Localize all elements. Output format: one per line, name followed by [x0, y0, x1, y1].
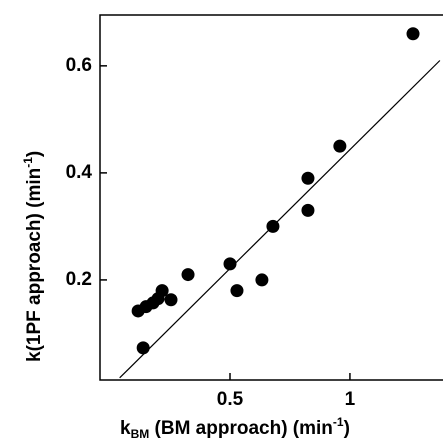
- x-label-sup: -1: [333, 415, 344, 429]
- axes-frame: [99, 14, 443, 381]
- point: [333, 139, 347, 153]
- point: [301, 203, 315, 217]
- point: [301, 171, 315, 185]
- x-label-rest: (BM approach) (min: [149, 418, 333, 439]
- x-label-end: ): [344, 418, 350, 439]
- x-tick-label: 1: [345, 389, 356, 410]
- point: [223, 257, 237, 271]
- fit-line: [119, 60, 441, 379]
- point: [136, 341, 150, 355]
- point: [406, 27, 420, 41]
- point: [255, 273, 269, 287]
- x-tick-label: 0.5: [217, 389, 244, 410]
- y-tick-label: 0.4: [66, 162, 93, 183]
- point: [181, 268, 195, 282]
- point: [155, 284, 169, 298]
- y-axis-label: k(1PF approach) (min-1): [21, 151, 45, 362]
- x-label-main: k: [120, 418, 131, 439]
- y-label-main: k(1PF approach) (min: [24, 168, 45, 362]
- x-label-sub: BM: [131, 427, 150, 441]
- y-label-end: ): [24, 151, 45, 157]
- x-axis-label: kBM (BM approach) (min-1): [120, 415, 350, 441]
- y-label-sup: -1: [21, 157, 35, 168]
- point: [164, 293, 178, 307]
- point: [230, 284, 244, 298]
- point: [266, 219, 280, 233]
- y-tick-label: 0.6: [66, 55, 92, 76]
- y-tick-label: 0.2: [66, 269, 92, 290]
